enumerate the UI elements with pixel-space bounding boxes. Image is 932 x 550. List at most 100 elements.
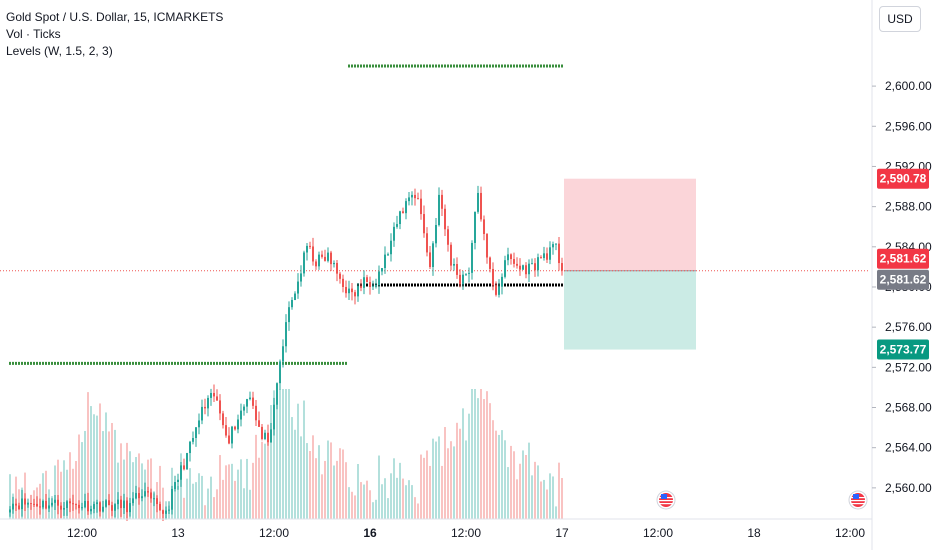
candle-body (297, 281, 299, 294)
position-zones[interactable] (564, 178, 696, 350)
volume-bar (132, 462, 134, 519)
volume-bar (459, 428, 461, 519)
price-tick-label: 2,560.00 (885, 481, 932, 495)
volume-bar (225, 465, 227, 519)
candle-body (504, 260, 506, 277)
levels-indicator-label[interactable]: Levels (W, 1.5, 2, 3) (6, 44, 113, 58)
volume-bar (423, 457, 425, 519)
price-tick-label: 2,568.00 (885, 401, 932, 415)
volume-bar (15, 476, 17, 519)
volume-bar (414, 497, 416, 519)
candle-body (282, 346, 284, 362)
time-tick-label: 18 (747, 526, 761, 540)
candle-body (291, 300, 293, 308)
volume-bar (396, 477, 398, 519)
volume-bar (546, 489, 548, 519)
flag-stripe (851, 500, 865, 502)
volume-bar (435, 441, 437, 519)
candle-body (288, 307, 290, 323)
symbol-title[interactable]: Gold Spot / U.S. Dollar, 15, ICMARKETS (6, 10, 224, 24)
candle-body (201, 406, 203, 421)
volume-bar (432, 438, 434, 519)
candle-body (189, 441, 191, 454)
event-markers[interactable] (656, 490, 868, 510)
candle-body (249, 397, 251, 400)
volume-bar (438, 436, 440, 519)
candle-body (342, 278, 344, 287)
volume-bar (192, 483, 194, 519)
candle-body (267, 432, 269, 443)
candle-body (471, 242, 473, 273)
volume-bar (324, 460, 326, 519)
candle-body (474, 211, 476, 243)
candle-body (18, 505, 20, 510)
candle-body (195, 427, 197, 438)
candle-body (420, 198, 422, 215)
volume-bar (243, 488, 245, 519)
price-tick-label: 2,572.00 (885, 360, 932, 374)
candle-body (48, 505, 50, 509)
volume-bar (417, 503, 419, 519)
candle-body (384, 254, 386, 269)
volume-bar (129, 451, 131, 519)
volume-bar (420, 454, 422, 519)
candle-body (426, 233, 428, 253)
volume-bar (378, 455, 380, 519)
candle-body (519, 265, 521, 270)
candle-body (321, 254, 323, 257)
economic-event-icon[interactable] (656, 490, 676, 510)
price-tick-label: 2,576.00 (885, 320, 932, 334)
candle-body (537, 257, 539, 271)
candle-body (327, 252, 329, 261)
volume-bar (42, 473, 44, 519)
volume-bar (555, 506, 557, 519)
volume-bar (492, 420, 494, 519)
volume-bar (270, 405, 272, 519)
candle-body (21, 498, 23, 510)
volume-bar (216, 489, 218, 519)
currency-button[interactable]: USD (879, 6, 921, 32)
volume-bar (228, 464, 230, 519)
volume-bar (504, 440, 506, 519)
economic-event-icon[interactable] (848, 490, 868, 510)
volume-bar (99, 403, 101, 519)
last-badge-bg (877, 269, 929, 290)
volume-bar (174, 483, 176, 519)
volume-bar (303, 400, 305, 519)
candle-body (402, 211, 404, 214)
volume-bar (339, 448, 341, 519)
candle-body (93, 504, 95, 509)
volume-bar (267, 434, 269, 519)
candle-body (60, 505, 62, 510)
take-profit-badge: 2,573.77 (877, 339, 929, 360)
flag-stripe (851, 503, 865, 505)
volume-bar (123, 459, 125, 519)
volume-bar (66, 469, 68, 519)
candle-body (174, 482, 176, 489)
volume-bar (522, 450, 524, 519)
candle-body (159, 504, 161, 511)
volume-bar (552, 476, 554, 519)
candle-body (408, 197, 410, 202)
volume-indicator-label[interactable]: Vol · Ticks (6, 27, 61, 41)
time-tick-label: 12:00 (835, 526, 865, 540)
candle-body (144, 491, 146, 497)
last-price-badge: 2,581.62 (877, 269, 929, 290)
volume-bar (186, 478, 188, 519)
volume-bar (240, 459, 242, 519)
candle-body (300, 273, 302, 282)
take-profit-badge-text: 2,573.77 (880, 343, 927, 357)
volume-bar (318, 445, 320, 519)
volume-bar (357, 463, 359, 519)
candle-body (186, 453, 188, 470)
candle-body (459, 274, 461, 285)
price-tick-label: 2,588.00 (885, 200, 932, 214)
time-tick-label: 12:00 (67, 526, 97, 540)
candle-body (198, 420, 200, 428)
volume-bar (60, 471, 62, 519)
candle-body (345, 286, 347, 294)
candle-body (36, 503, 38, 507)
volume-bar (177, 485, 179, 519)
volume-bar (126, 442, 128, 519)
